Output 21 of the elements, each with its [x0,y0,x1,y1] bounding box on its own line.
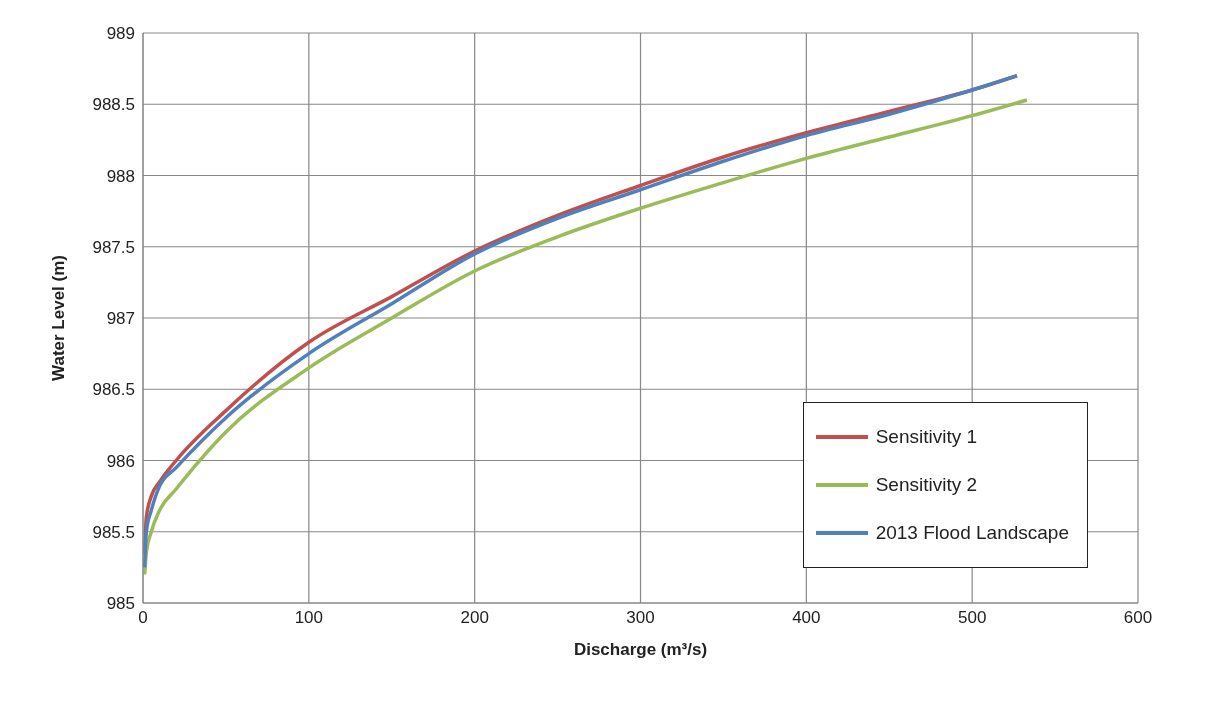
y-tick-label: 988 [106,166,135,186]
y-tick-label: 986.5 [92,380,135,400]
legend-label: Sensitivity 1 [875,426,978,448]
y-tick-label: 987 [106,309,135,329]
x-tick-label: 0 [138,608,148,628]
y-tick-label: 986 [106,451,135,471]
x-tick-label: 300 [626,608,655,628]
x-tick-label: 600 [1123,608,1153,628]
x-tick-label: 400 [792,608,821,628]
x-tick-label: 200 [460,608,489,628]
y-axis-title: Water Level (m) [49,255,69,381]
legend-label: Sensitivity 2 [875,474,978,496]
y-tick-label: 988.5 [92,95,135,115]
y-tick-label: 985.5 [92,522,135,542]
legend-label: 2013 Flood Landscape [875,522,1069,544]
y-tick-label: 987.5 [92,237,135,257]
y-tick-label: 989 [106,24,135,44]
x-tick-label: 500 [957,608,987,628]
y-tick-label: 985 [106,594,135,614]
x-axis-title: Discharge (m³/s) [573,640,708,659]
x-tick-label: 100 [294,608,324,628]
